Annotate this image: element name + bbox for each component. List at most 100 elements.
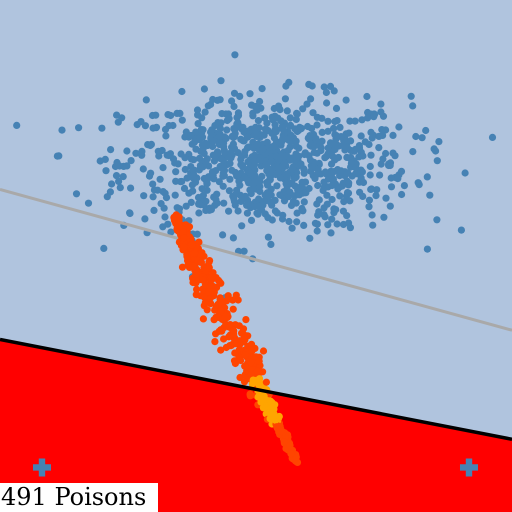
clean-point	[288, 165, 296, 173]
clean-point	[213, 96, 222, 104]
clean-point	[230, 102, 238, 111]
clean-point	[339, 207, 347, 215]
clean-point	[400, 182, 408, 190]
poison-point	[257, 398, 265, 406]
clean-point	[234, 171, 242, 179]
clean-point	[253, 178, 262, 186]
clean-point	[254, 210, 262, 218]
clean-point	[172, 168, 180, 176]
clean-point	[246, 90, 254, 98]
clean-point	[409, 102, 417, 110]
poison-point	[224, 292, 232, 300]
clean-point	[314, 181, 322, 190]
poison-point	[192, 291, 200, 299]
clean-point	[228, 97, 236, 105]
clean-point	[218, 110, 226, 118]
poison-point	[199, 276, 207, 284]
clean-point	[167, 111, 175, 120]
poison-point	[205, 264, 213, 272]
clean-point	[306, 156, 315, 164]
plus-marker-icon	[32, 458, 51, 477]
clean-point	[156, 175, 164, 183]
clean-point	[367, 151, 375, 159]
clean-point	[141, 122, 149, 130]
clean-point	[330, 87, 338, 95]
clean-point	[386, 161, 394, 170]
clean-point	[180, 184, 189, 192]
clean-point	[342, 96, 350, 104]
clean-point	[187, 198, 195, 206]
clean-point	[248, 101, 256, 109]
clean-point	[115, 177, 123, 185]
clean-point	[461, 169, 469, 177]
clean-point	[333, 220, 341, 228]
clean-point	[215, 178, 223, 186]
clean-point	[107, 146, 115, 154]
clean-point	[102, 167, 110, 175]
poison-point	[175, 217, 183, 225]
clean-point	[366, 171, 374, 179]
poison-point	[217, 307, 225, 315]
clean-point	[13, 121, 21, 129]
clean-point	[280, 197, 289, 205]
clean-point	[319, 186, 327, 194]
clean-point	[368, 134, 376, 142]
clean-point	[223, 126, 231, 134]
clean-point	[200, 149, 208, 158]
clean-point	[256, 97, 264, 106]
negative-region	[0, 339, 512, 512]
clean-point	[394, 175, 402, 183]
poison-point	[201, 299, 209, 307]
clean-point	[303, 100, 311, 108]
poison-point	[178, 263, 187, 271]
poison-point	[207, 273, 216, 282]
clean-point	[313, 220, 321, 228]
clean-point	[244, 158, 252, 166]
clean-point	[346, 224, 354, 232]
clean-point	[236, 92, 244, 100]
clean-point	[225, 187, 233, 195]
clean-point	[159, 188, 167, 196]
poison-point	[199, 315, 207, 323]
clean-point	[283, 107, 291, 115]
clean-point	[276, 191, 284, 199]
poison-point	[229, 305, 237, 313]
poison-point	[180, 243, 188, 251]
poison-point	[240, 335, 248, 343]
clean-point	[315, 159, 323, 167]
clean-point	[226, 175, 234, 183]
clean-point	[251, 151, 259, 159]
clean-point	[328, 215, 336, 223]
clean-point	[178, 87, 186, 96]
clean-point	[171, 191, 179, 199]
clean-point	[313, 200, 321, 208]
clean-point	[194, 120, 202, 128]
clean-point	[409, 148, 417, 156]
clean-point	[178, 116, 186, 124]
clean-point	[289, 197, 298, 205]
poison-point	[179, 228, 187, 236]
clean-point	[254, 117, 262, 125]
clean-point	[300, 221, 308, 229]
clean-point	[113, 111, 121, 119]
poison-point	[211, 306, 219, 314]
clean-point	[365, 196, 373, 204]
clean-point	[306, 234, 314, 242]
clean-point	[226, 159, 234, 167]
clean-point	[228, 166, 236, 174]
poison-point	[216, 294, 224, 302]
clean-point	[433, 216, 441, 224]
poison-point	[185, 223, 194, 231]
clean-point	[123, 147, 131, 155]
clean-point	[310, 148, 318, 156]
clean-point	[457, 226, 465, 234]
clean-point	[274, 164, 282, 172]
clean-point	[149, 124, 157, 132]
clean-point	[258, 172, 266, 180]
clean-point	[316, 140, 324, 148]
clean-point	[84, 199, 93, 207]
clean-point	[159, 164, 167, 172]
poison-point	[204, 288, 213, 296]
clean-point	[331, 117, 339, 126]
